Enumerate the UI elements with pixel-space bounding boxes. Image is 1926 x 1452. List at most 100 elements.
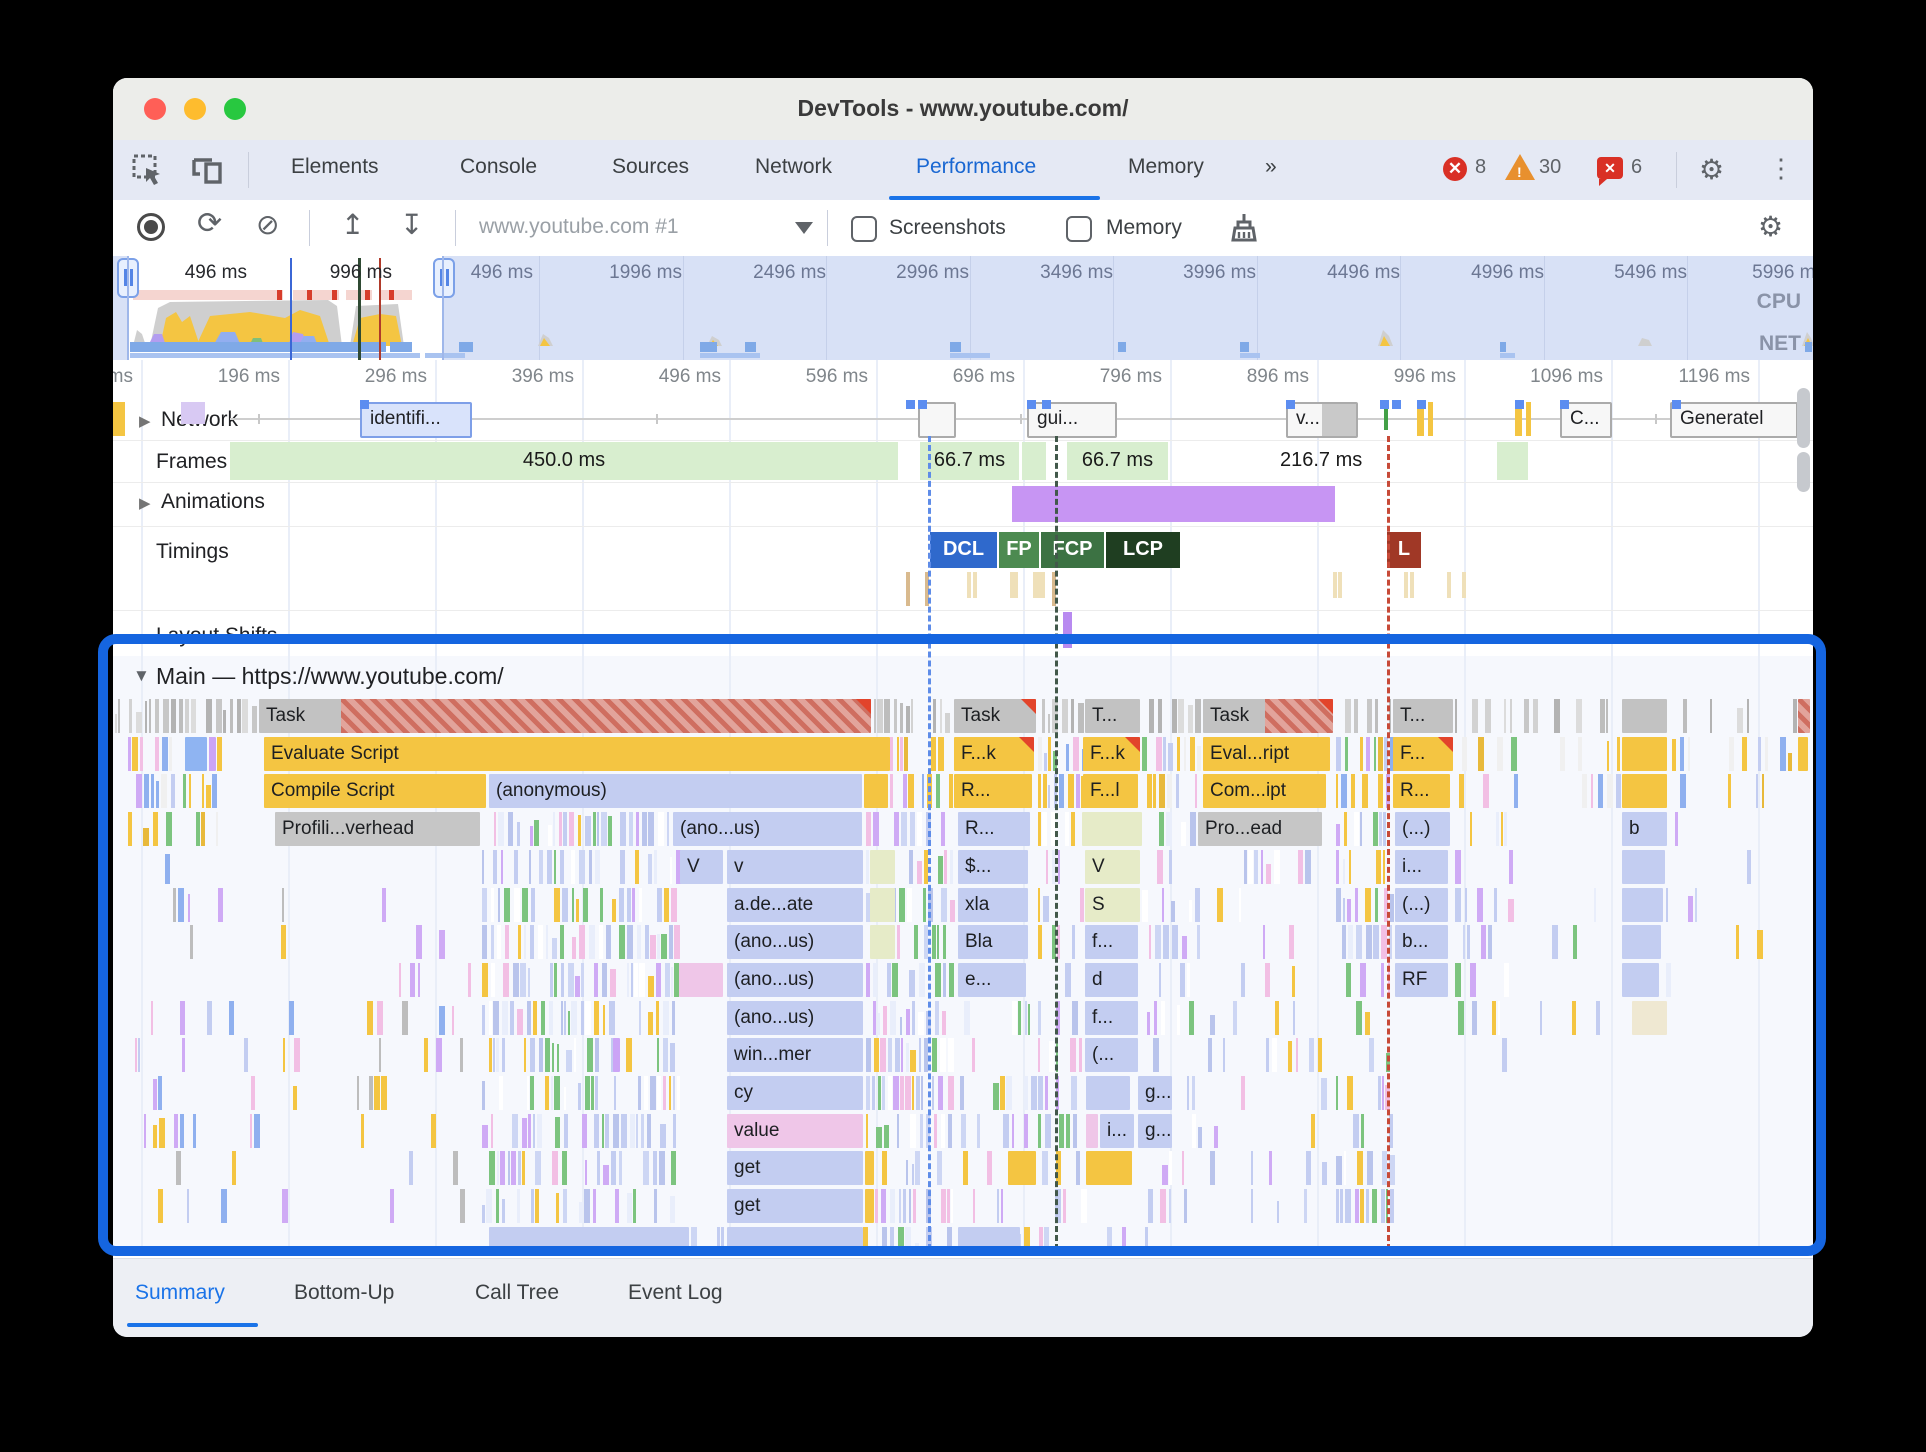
flame-bar[interactable] (1622, 774, 1667, 808)
flame-bar[interactable]: (ano...us) (727, 963, 863, 997)
flame-bar[interactable] (1622, 888, 1663, 922)
timing-badge-lcp[interactable]: LCP (1106, 532, 1180, 568)
flame-bar[interactable]: (ano...us) (727, 1001, 863, 1035)
flame-bar[interactable]: $... (958, 850, 1028, 884)
screenshots-checkbox[interactable] (851, 216, 877, 242)
frame-segment[interactable]: 66.7 ms (1067, 442, 1168, 480)
flame-bar[interactable]: e... (958, 963, 1026, 997)
flame-bar[interactable] (1798, 737, 1808, 771)
flame-bar[interactable] (489, 1227, 689, 1250)
flame-bar[interactable] (679, 963, 723, 997)
error-count-icon[interactable]: ✕ (1443, 157, 1467, 181)
flame-bar[interactable]: Compile Script (264, 774, 486, 808)
tab-sources[interactable]: Sources (612, 155, 690, 178)
flame-bar[interactable]: RF (1395, 963, 1448, 997)
details-tab-bottomup[interactable]: Bottom-Up (294, 1281, 395, 1304)
flame-bar[interactable]: R... (1393, 774, 1450, 808)
flame-bar[interactable]: v (727, 850, 863, 884)
details-tab-summary[interactable]: Summary (135, 1281, 225, 1304)
overview-handle-right[interactable] (433, 258, 455, 298)
reload-record-icon[interactable]: ⟳ (197, 207, 223, 240)
frame-segment[interactable] (1022, 442, 1046, 480)
download-profile-icon[interactable]: ↧ (400, 209, 424, 240)
flame-bar[interactable] (1086, 1114, 1098, 1148)
close-window-button[interactable] (144, 98, 166, 120)
details-tab-eventlog[interactable]: Event Log (628, 1281, 723, 1304)
collapse-triangle-icon[interactable]: ▼ (133, 666, 150, 685)
flame-bar[interactable]: Evaluate Script (264, 737, 890, 771)
network-request-chip[interactable] (918, 402, 956, 438)
flame-bar[interactable]: T... (1085, 699, 1140, 733)
flame-bar[interactable]: (...) (1395, 812, 1450, 846)
flame-bar[interactable] (1622, 737, 1667, 771)
flame-bar[interactable]: R... (958, 812, 1030, 846)
flame-bar[interactable] (1086, 1151, 1132, 1185)
flame-bar[interactable]: Profili...verhead (275, 812, 480, 846)
flame-bar[interactable]: (ano...us) (673, 812, 862, 846)
flame-bar[interactable]: Task (1203, 699, 1333, 733)
flame-bar[interactable]: (... (1085, 1038, 1138, 1072)
flame-bar[interactable] (870, 925, 895, 959)
profile-select[interactable]: www.youtube.com #1 (479, 215, 679, 238)
flame-bar[interactable] (865, 1151, 874, 1185)
scrollbar-thumb[interactable] (1797, 452, 1810, 492)
flame-bar[interactable]: i... (1395, 850, 1448, 884)
warning-count-icon[interactable] (1505, 154, 1535, 180)
network-request-chip[interactable]: gui... (1027, 402, 1117, 438)
flame-bar[interactable] (870, 888, 895, 922)
animations-expand-icon[interactable]: ▶ (139, 495, 151, 512)
flame-bar[interactable]: win...mer (727, 1038, 863, 1072)
tab-memory[interactable]: Memory (1128, 155, 1204, 178)
flame-bar[interactable] (1632, 1001, 1667, 1035)
flame-bar[interactable]: f... (1085, 925, 1138, 959)
error-count[interactable]: 8 (1475, 156, 1487, 178)
flame-bar[interactable]: Task (259, 699, 871, 733)
flame-bar[interactable]: R... (954, 774, 1032, 808)
flame-bar[interactable]: Bla (958, 925, 1028, 959)
flame-bar[interactable]: Pro...ead (1198, 812, 1322, 846)
network-request-chip[interactable]: C... (1560, 402, 1612, 438)
animation-bar[interactable] (1012, 486, 1335, 522)
flame-bar[interactable]: F...k (1083, 737, 1140, 771)
inspect-element-icon[interactable] (132, 154, 164, 186)
frame-segment[interactable]: 450.0 ms (230, 442, 898, 480)
flame-bar[interactable]: V (680, 850, 723, 884)
tab-elements[interactable]: Elements (291, 155, 379, 178)
device-toolbar-icon[interactable] (190, 154, 226, 186)
network-request-chip[interactable]: Generatel (1670, 402, 1798, 438)
kebab-menu-icon[interactable]: ⋮ (1768, 153, 1794, 183)
flame-bar[interactable]: i... (1100, 1114, 1134, 1148)
scrollbar-thumb[interactable] (1797, 388, 1810, 448)
flame-bar[interactable]: (ano...us) (727, 925, 863, 959)
warning-count[interactable]: 30 (1539, 156, 1562, 178)
flame-bar[interactable]: g... (1138, 1114, 1172, 1148)
network-request-chip[interactable]: identifi... (360, 402, 472, 438)
flame-bar[interactable]: value (727, 1114, 863, 1148)
upload-profile-icon[interactable]: ↥ (341, 209, 365, 240)
flame-bar[interactable] (864, 774, 888, 808)
flame-bar[interactable]: g... (1138, 1076, 1172, 1110)
flame-bar[interactable]: F...k (954, 737, 1034, 771)
settings-gear-icon[interactable]: ⚙ (1699, 154, 1725, 185)
flame-bar[interactable]: get (727, 1151, 863, 1185)
capture-settings-gear-icon[interactable]: ⚙ (1758, 211, 1784, 242)
network-expand-icon[interactable]: ▶ (139, 413, 151, 430)
flame-bar[interactable] (613, 1038, 620, 1072)
flame-bar[interactable] (870, 850, 895, 884)
timing-badge-fp[interactable]: FP (999, 532, 1039, 568)
flame-bar[interactable]: F... (1393, 737, 1453, 771)
flame-bar[interactable] (1622, 699, 1667, 733)
details-tab-calltree[interactable]: Call Tree (475, 1281, 560, 1304)
minimize-window-button[interactable] (184, 98, 206, 120)
flame-bar[interactable]: f... (1085, 1001, 1138, 1035)
flame-bar[interactable] (865, 1189, 874, 1223)
timeline-overview[interactable]: 496 ms 996 ms 496 ms 1996 ms 2496 ms 2996 ms 3… (113, 256, 1813, 360)
tab-console[interactable]: Console (460, 155, 538, 178)
flame-bar[interactable]: b... (1395, 925, 1448, 959)
flame-bar[interactable]: T... (1393, 699, 1453, 733)
main-track-header[interactable]: ▼ Main — https://www.youtube.com/ (113, 656, 1813, 698)
tab-performance[interactable]: Performance (916, 155, 1037, 178)
flame-bar[interactable] (727, 1227, 863, 1250)
flame-bar[interactable]: get (727, 1189, 863, 1223)
flame-bar[interactable]: cy (727, 1076, 863, 1110)
